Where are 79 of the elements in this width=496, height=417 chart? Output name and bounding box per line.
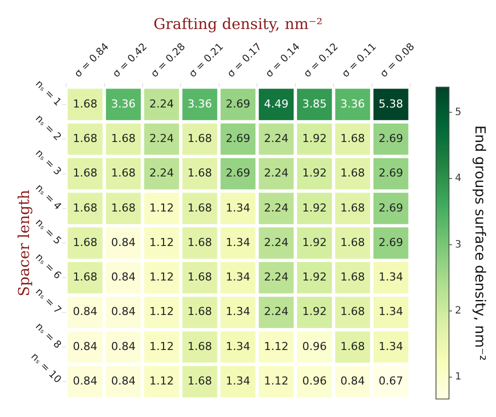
data-label: 1.68 (72, 270, 98, 284)
y-tick-label: nₛ = 2 (33, 113, 63, 144)
data-label: 3.36 (340, 97, 365, 110)
y-tick-label: nₛ = 3 (33, 148, 63, 178)
y-tick-label: nₛ = 7 (33, 286, 63, 316)
data-label: 1.68 (340, 166, 365, 180)
data-label: 1.68 (188, 340, 212, 353)
y-tick-label: nₛ = 4 (33, 182, 63, 212)
data-label: 1.68 (188, 236, 212, 249)
data-label: 0.84 (111, 305, 136, 318)
data-label: 1.68 (111, 132, 136, 145)
data-label: 2.69 (226, 166, 250, 180)
data-label: 1.68 (72, 132, 98, 145)
data-label: 1.68 (340, 236, 365, 249)
data-label: 1.34 (226, 201, 250, 214)
data-label: 0.84 (72, 374, 98, 388)
data-label: 0.96 (302, 374, 327, 388)
data-label: 2.69 (378, 236, 404, 249)
color-bar-label: 4 (455, 173, 462, 184)
data-label: 0.84 (72, 340, 98, 353)
data-label: 1.68 (188, 132, 212, 145)
color-bar-title: End groups surface density, nm⁻² (471, 125, 488, 361)
data-label: 1.68 (111, 201, 136, 214)
data-label: 2.24 (264, 236, 288, 249)
data-label: 1.68 (188, 270, 212, 284)
data-label: 1.68 (340, 305, 365, 318)
data-label: 1.34 (226, 236, 250, 249)
data-label: 1.68 (188, 166, 212, 180)
data-label: 2.69 (226, 97, 250, 110)
data-label: 1.68 (188, 201, 212, 214)
x-axis-title: Grafting density, nm⁻² (154, 14, 323, 33)
color-bar-label: 1 (455, 372, 462, 383)
data-label: 5.38 (378, 97, 404, 110)
y-tick-label: nₛ = 8 (33, 321, 63, 351)
data-label: 3.36 (111, 97, 136, 110)
data-label: 1.68 (340, 340, 365, 353)
data-label: 1.12 (264, 340, 288, 353)
data-label: 2.24 (264, 270, 288, 284)
data-label: 1.92 (302, 236, 327, 249)
data-label: 1.68 (72, 166, 98, 180)
data-label: 1.68 (340, 132, 365, 145)
data-label: 2.24 (264, 305, 288, 318)
data-label: 0.84 (111, 340, 136, 353)
data-label: 2.24 (264, 132, 288, 145)
data-label: 0.96 (302, 340, 327, 353)
data-label: 0.84 (111, 374, 136, 388)
data-label: 2.69 (378, 201, 404, 214)
y-tick-label: nₛ = 1 (33, 78, 63, 108)
data-label: 3.36 (188, 97, 212, 110)
data-label: 1.34 (226, 340, 250, 353)
data-label: 2.24 (149, 97, 174, 110)
y-tick-label: nₛ = 10 (28, 351, 63, 386)
data-label: 0.84 (111, 236, 136, 249)
data-label: 1.68 (188, 374, 212, 388)
data-label: 1.68 (72, 236, 98, 249)
data-label: 2.24 (264, 201, 288, 214)
color-bar-label: 5 (455, 106, 462, 118)
data-label: 2.24 (264, 166, 288, 180)
data-label: 0.84 (340, 374, 365, 388)
data-label: 1.68 (111, 166, 136, 180)
data-label: 0.84 (111, 270, 136, 284)
color-bar-label: 2 (455, 306, 462, 317)
data-label: 1.68 (340, 270, 365, 284)
data-label: 4.49 (264, 97, 288, 110)
y-tick-label: nₛ = 6 (33, 252, 63, 282)
data-label: 2.69 (226, 132, 250, 145)
data-label: 3.85 (302, 97, 327, 110)
y-axis-title: Spacer length (14, 189, 33, 296)
data-label: 1.68 (340, 201, 365, 214)
data-label: 1.92 (302, 201, 327, 214)
color-bar-label: 3 (455, 239, 462, 250)
data-label: 1.68 (72, 201, 98, 214)
data-label: 1.34 (378, 340, 404, 353)
data-label: 2.69 (378, 132, 404, 145)
y-tick-label: nₛ = 5 (33, 217, 63, 248)
data-label: 1.68 (188, 305, 212, 318)
data-label: 0.84 (72, 305, 98, 318)
data-label: 2.69 (378, 166, 404, 180)
data-label: 1.68 (72, 97, 98, 110)
